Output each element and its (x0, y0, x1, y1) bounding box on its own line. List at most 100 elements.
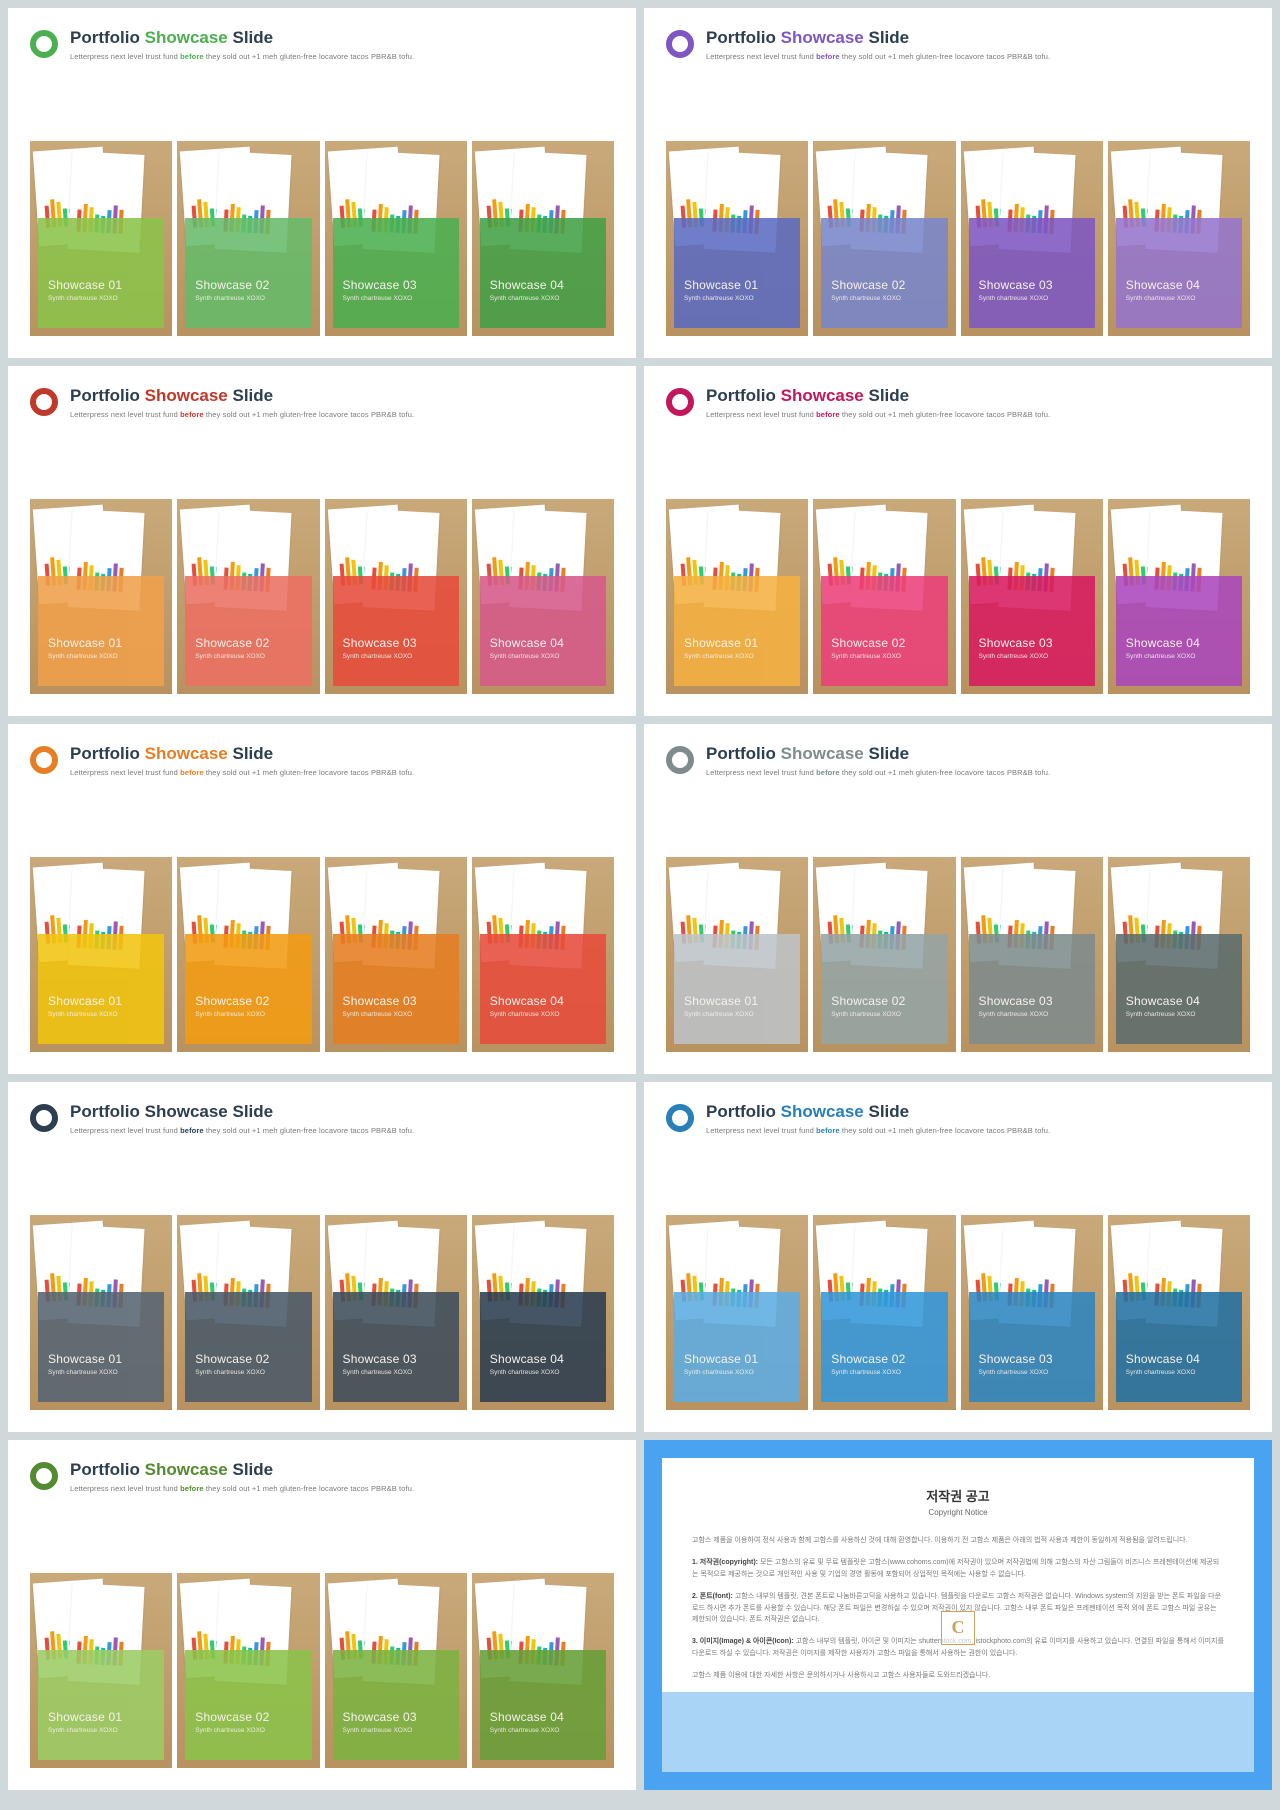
showcase-title: Showcase 01 (48, 994, 154, 1008)
showcase-subtitle: Synth chartreuse XOXO (48, 295, 154, 302)
showcase-tile: Showcase 01Synth chartreuse XOXO (30, 1215, 172, 1410)
showcase-tile: Showcase 04Synth chartreuse XOXO (1108, 141, 1250, 336)
showcase-title: Showcase 02 (195, 278, 301, 292)
slide-title: Portfolio Showcase Slide (70, 386, 414, 406)
ring-icon (666, 30, 694, 58)
showcase-tile: Showcase 04 Synth chartreuse XOXO (472, 141, 614, 336)
showcase-tile: Showcase 02Synth chartreuse XOXO (177, 1215, 319, 1410)
showcase-title: Showcase 03 (979, 994, 1085, 1008)
showcase-title: Showcase 01 (684, 636, 790, 650)
portfolio-slide: Portfolio Showcase SlideLetterpress next… (644, 1082, 1272, 1432)
showcase-tile: Showcase 04Synth chartreuse XOXO (1108, 499, 1250, 694)
showcase-tile: Showcase 02Synth chartreuse XOXO (813, 141, 955, 336)
showcase-overlay: Showcase 01Synth chartreuse XOXO (674, 576, 800, 686)
showcase-tile: Showcase 02Synth chartreuse XOXO (177, 499, 319, 694)
showcase-title: Showcase 02 (831, 278, 937, 292)
showcase-tile: Showcase 04Synth chartreuse XOXO (1108, 1215, 1250, 1410)
showcase-subtitle: Synth chartreuse XOXO (1126, 1369, 1232, 1376)
showcase-subtitle: Synth chartreuse XOXO (1126, 653, 1232, 660)
showcase-subtitle: Synth chartreuse XOXO (48, 1369, 154, 1376)
showcase-overlay: Showcase 04Synth chartreuse XOXO (480, 934, 606, 1044)
showcase-tile: Showcase 01 Synth chartreuse XOXO (30, 141, 172, 336)
ring-icon (666, 746, 694, 774)
showcase-subtitle: Synth chartreuse XOXO (48, 1011, 154, 1018)
ring-icon (30, 388, 58, 416)
showcase-row: Showcase 01Synth chartreuse XOXOShowcase… (30, 141, 614, 336)
showcase-tile: Showcase 03Synth chartreuse XOXO (325, 141, 467, 336)
showcase-overlay: Showcase 03Synth chartreuse XOXO (333, 218, 459, 328)
showcase-tile: Showcase 01 Synth chartreuse XOXO (30, 857, 172, 1052)
portfolio-slide: Portfolio Showcase SlideLetterpress next… (8, 724, 636, 1074)
showcase-tile: Showcase 02Synth chartreuse XOXO (813, 499, 955, 694)
showcase-title: Showcase 03 (979, 1352, 1085, 1366)
slide-subtitle: Letterpress next level trust fund before… (70, 1126, 414, 1135)
portfolio-slide: Portfolio Showcase SlideLetterpress next… (644, 8, 1272, 358)
showcase-subtitle: Synth chartreuse XOXO (195, 653, 301, 660)
showcase-tile: Showcase 01Synth chartreuse XOXO (30, 499, 172, 694)
showcase-overlay: Showcase 04Synth chartreuse XOXO (1116, 934, 1242, 1044)
portfolio-slide: Portfolio Showcase SlideLetterpress next… (8, 1082, 636, 1432)
ring-icon (666, 1104, 694, 1132)
showcase-subtitle: Synth chartreuse XOXO (343, 1369, 449, 1376)
slide-title: Portfolio Showcase Slide (706, 744, 1050, 764)
showcase-subtitle: Synth chartreuse XOXO (343, 1011, 449, 1018)
watermark-badge: C (941, 1611, 975, 1645)
slide-title: Portfolio Showcase Slide (70, 28, 414, 48)
showcase-overlay: Showcase 03Synth chartreuse XOXO (333, 1292, 459, 1402)
showcase-tile: Showcase 01Synth chartreuse XOXO (666, 141, 808, 336)
slide-title: Portfolio Showcase Slide (70, 1460, 414, 1480)
showcase-subtitle: Synth chartreuse XOXO (490, 295, 596, 302)
showcase-overlay: Showcase 03 Synth chartreuse XOXO (333, 1650, 459, 1760)
slide-title: Portfolio Showcase Slide (70, 744, 414, 764)
slide-subtitle: Letterpress next level trust fund before… (70, 410, 414, 419)
showcase-row: Showcase 01Synth chartreuse XOXOShowcase… (666, 141, 1250, 336)
showcase-overlay: Showcase 03Synth chartreuse XOXO (333, 934, 459, 1044)
showcase-title: Showcase 03 (343, 636, 449, 650)
showcase-overlay: Showcase 02Synth chartreuse XOXO (821, 934, 947, 1044)
copyright-body: 고함스 제품을 이용하여 정식 사용과 함께 고함스를 사용하신 것에 대해 환… (692, 1535, 1224, 1682)
showcase-tile: Showcase 04Synth chartreuse XOXO (472, 1215, 614, 1410)
showcase-subtitle: Synth chartreuse XOXO (979, 653, 1085, 660)
showcase-tile: Showcase 03Synth chartreuse XOXO (325, 1215, 467, 1410)
slide-subtitle: Letterpress next level trust fund before… (706, 52, 1050, 61)
showcase-title: Showcase 01 (684, 994, 790, 1008)
showcase-title: Showcase 01 (48, 278, 154, 292)
showcase-overlay: Showcase 01Synth chartreuse XOXO (674, 934, 800, 1044)
showcase-overlay: Showcase 04Synth chartreuse XOXO (480, 576, 606, 686)
slide-subtitle: Letterpress next level trust fund before… (706, 1126, 1050, 1135)
showcase-subtitle: Synth chartreuse XOXO (490, 1369, 596, 1376)
showcase-row: Showcase 01Synth chartreuse XOXOShowcase… (666, 1215, 1250, 1410)
showcase-tile: Showcase 01Synth chartreuse XOXO (666, 857, 808, 1052)
showcase-overlay: Showcase 02Synth chartreuse XOXO (185, 934, 311, 1044)
showcase-title: Showcase 03 (979, 636, 1085, 650)
showcase-tile: Showcase 02Synth chartreuse XOXO (177, 1573, 319, 1768)
showcase-row: Showcase 01Synth chartreuse XOXOShowcase… (30, 1215, 614, 1410)
showcase-subtitle: Synth chartreuse XOXO (684, 1369, 790, 1376)
showcase-overlay: Showcase 03Synth chartreuse XOXO (969, 218, 1095, 328)
showcase-title: Showcase 01 (684, 1352, 790, 1366)
ring-icon (30, 746, 58, 774)
showcase-title: Showcase 03 (343, 1710, 449, 1724)
showcase-tile: Showcase 01 Synth chartreuse XOXO (666, 1215, 808, 1410)
showcase-tile: Showcase 01Synth chartreuse XOXO (30, 1573, 172, 1768)
showcase-overlay: Showcase 02Synth chartreuse XOXO (821, 576, 947, 686)
showcase-title: Showcase 04 (490, 278, 596, 292)
ring-icon (30, 1104, 58, 1132)
ring-icon (30, 1462, 58, 1490)
showcase-tile: Showcase 04Synth chartreuse XOXO (472, 499, 614, 694)
showcase-title: Showcase 02 (195, 1352, 301, 1366)
showcase-overlay: Showcase 01Synth chartreuse XOXO (38, 1650, 164, 1760)
copyright-paragraph: 고함스 제품을 이용하여 정식 사용과 함께 고함스를 사용하신 것에 대해 환… (692, 1535, 1224, 1547)
showcase-tile: Showcase 04Synth chartreuse XOXO (1108, 857, 1250, 1052)
slide-subtitle: Letterpress next level trust fund before… (706, 768, 1050, 777)
showcase-overlay: Showcase 04 Synth chartreuse XOXO (480, 218, 606, 328)
showcase-overlay: Showcase 03Synth chartreuse XOXO (969, 1292, 1095, 1402)
slide-subtitle: Letterpress next level trust fund before… (70, 52, 414, 61)
showcase-row: Showcase 01Synth chartreuse XOXOShowcase… (666, 857, 1250, 1052)
showcase-overlay: Showcase 01Synth chartreuse XOXO (38, 576, 164, 686)
portfolio-slide: Portfolio Showcase Slide Letterpress next… (8, 8, 636, 358)
showcase-subtitle: Synth chartreuse XOXO (343, 295, 449, 302)
showcase-subtitle: Synth chartreuse XOXO (343, 1727, 449, 1734)
showcase-subtitle: Synth chartreuse XOXO (979, 1011, 1085, 1018)
showcase-row: Showcase 01Synth chartreuse XOXOShowcase… (30, 499, 614, 694)
